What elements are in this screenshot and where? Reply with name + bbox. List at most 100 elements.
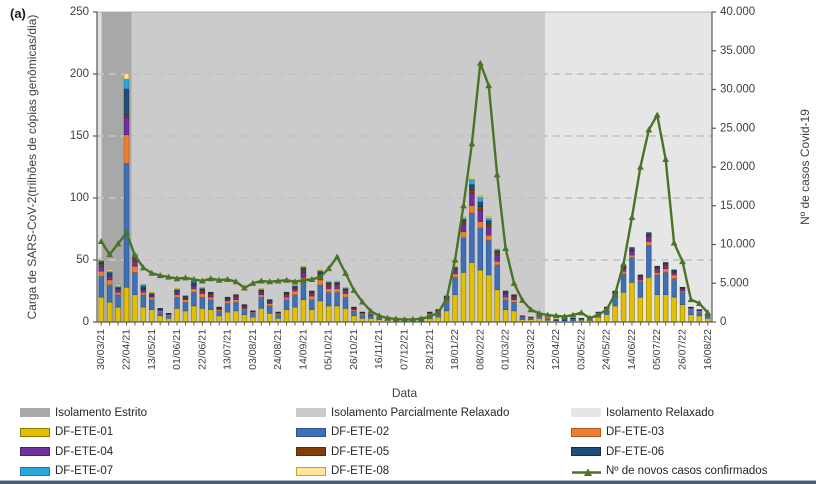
bar-segment: [275, 311, 281, 313]
bar-segment: [654, 272, 660, 276]
cases-marker: [401, 316, 408, 323]
bar-segment: [233, 301, 239, 312]
left-axis-title-line2: (trilhões de cópias genômicas/dia): [24, 14, 39, 197]
bar-segment: [224, 311, 231, 323]
bar-segment: [325, 283, 332, 287]
bar-segment: [452, 294, 458, 323]
cases-marker: [308, 275, 316, 282]
bar-segment: [140, 285, 147, 289]
bar-segment: [208, 294, 214, 298]
bar-segment: [368, 315, 374, 319]
bar-segment: [620, 291, 627, 323]
bar-segment: [140, 291, 147, 296]
bar-segment: [477, 206, 484, 211]
bar-segment: [140, 306, 147, 323]
bar-segment: [553, 319, 559, 321]
legend-item: DF-ETE-07: [20, 462, 147, 482]
bar-segment: [477, 227, 484, 271]
bar-segment: [199, 296, 206, 309]
x-tick-label: 16/11/21: [373, 329, 385, 369]
bar-segment: [216, 310, 222, 317]
cases-marker: [300, 276, 307, 283]
x-tick-label: 18/01/22: [449, 329, 461, 370]
bar-segment: [224, 300, 231, 304]
x-tick-label: 22/03/22: [525, 329, 537, 370]
bar-segment: [241, 314, 248, 323]
bar-segment: [486, 216, 492, 219]
bar-segment: [199, 290, 206, 294]
bar-segment: [351, 310, 357, 317]
bar-segment: [300, 272, 307, 278]
x-tick-label: 16/08/22: [702, 329, 714, 370]
bar-segment: [696, 309, 703, 311]
bar-segment: [603, 314, 610, 323]
bar-segment: [275, 314, 281, 319]
legend-item: Isolamento Estrito: [20, 403, 147, 423]
bar-segment: [342, 293, 349, 298]
x-axis-title: Data: [391, 386, 418, 400]
bar-segment: [224, 296, 231, 299]
bar-segment: [671, 296, 677, 323]
bar-segment: [106, 279, 113, 286]
cases-marker: [569, 311, 577, 318]
right-tick-label: 40.000: [720, 6, 755, 18]
left-tick-label: 0: [83, 316, 89, 328]
bar-segment: [662, 262, 669, 265]
legend-band-swatch: [20, 408, 50, 418]
bar-segment: [536, 315, 542, 319]
bar-segment: [469, 179, 475, 185]
cases-marker: [460, 202, 467, 209]
bar-segment: [334, 284, 340, 289]
bar-segment: [157, 308, 163, 310]
bar-segment: [258, 288, 264, 290]
bar-segment: [342, 286, 349, 289]
bar-segment: [662, 272, 669, 296]
cases-marker: [603, 306, 611, 313]
bar-segment: [620, 273, 627, 293]
x-tick-label: 26/07/22: [677, 329, 689, 370]
bar-segment: [106, 284, 113, 303]
bar-segment: [174, 291, 180, 296]
left-tick-label: 200: [70, 68, 89, 80]
bar-segment: [292, 284, 298, 286]
cases-marker: [266, 278, 274, 285]
cases-marker: [594, 311, 602, 318]
bar-segment: [208, 296, 214, 300]
bar-segment: [469, 205, 475, 214]
bar-segment: [469, 177, 475, 180]
legend-label: DF-ETE-07: [55, 465, 114, 478]
bar-segment: [486, 234, 492, 241]
legend-item: Isolamento Parcialmente Relaxado: [296, 403, 509, 423]
cases-marker: [611, 290, 619, 297]
legend-label: DF-ETE-08: [331, 465, 390, 478]
bar-segment: [292, 306, 298, 323]
legend-label: DF-ETE-03: [606, 426, 665, 439]
bar-segment: [359, 314, 366, 319]
bar-segment: [671, 269, 677, 272]
bar-segment: [199, 308, 206, 323]
bar-segment: [477, 195, 484, 198]
cases-marker: [485, 82, 493, 89]
bar-segment: [317, 270, 323, 274]
bar-segment: [486, 239, 492, 276]
panel-label: (a): [10, 6, 26, 21]
bar-segment: [662, 294, 669, 323]
x-tick-label: 12/04/22: [550, 329, 562, 370]
cases-marker: [493, 171, 501, 178]
bar-segment: [325, 291, 332, 307]
bar-segment: [300, 269, 307, 273]
bar-segment: [115, 306, 121, 323]
bar-segment: [283, 296, 290, 300]
bar-segment: [351, 315, 357, 323]
bar-segment: [351, 306, 357, 309]
bar-segment: [317, 284, 323, 302]
cases-marker: [636, 163, 644, 170]
bar-segment: [174, 308, 180, 323]
bar-segment: [283, 294, 290, 298]
bar-segment: [98, 265, 104, 272]
cases-marker: [704, 309, 712, 316]
cases-marker: [224, 275, 231, 282]
legend-item: DF-ETE-01: [20, 423, 147, 443]
legend-bar-swatch: [296, 447, 326, 457]
cases-marker: [274, 277, 282, 284]
